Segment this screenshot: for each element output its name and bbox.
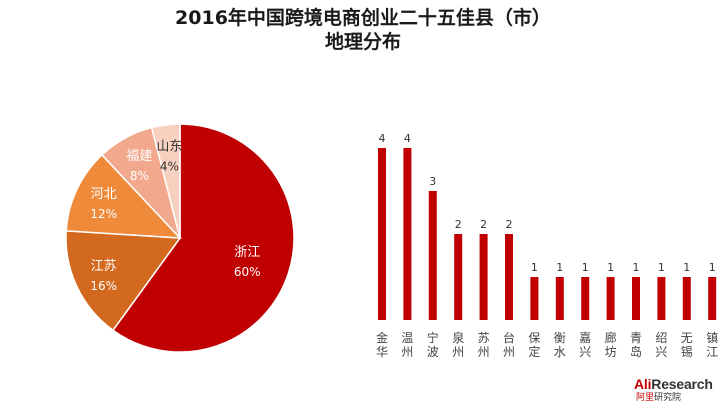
bar-4 xyxy=(479,234,488,320)
logo-wordmark: AliResearch xyxy=(634,376,724,392)
chart-title-line1: 2016年中国跨境电商创业二十五佳县（市） xyxy=(175,7,551,29)
logo-subtitle: 阿里研究院 xyxy=(634,392,724,404)
bar-0 xyxy=(378,148,386,320)
pie-slice-0 xyxy=(111,123,295,353)
aliresearch-logo: AliResearch 阿里研究院 xyxy=(634,376,724,406)
logo-sub-dark: 研究院 xyxy=(654,393,682,403)
bar-9 xyxy=(606,277,615,320)
bar-value-3: 2 xyxy=(455,218,462,231)
bar-category-label-13: 镇江 xyxy=(706,331,718,359)
bar-value-2: 3 xyxy=(429,175,436,188)
bar-value-7: 1 xyxy=(556,261,563,274)
pie-label-name-2: 河北 xyxy=(91,187,117,202)
bar-5 xyxy=(505,234,513,320)
bar-category-label-7: 衡水 xyxy=(554,331,566,359)
bar-category-label-6: 保定 xyxy=(528,331,540,359)
pie-label-pct-3: 8% xyxy=(130,169,149,183)
bar-category-label-8: 嘉兴 xyxy=(579,331,591,359)
pie-label-name-1: 江苏 xyxy=(91,258,117,274)
pie-label-pct-1: 16% xyxy=(90,279,117,293)
chart-title-line2: 地理分布 xyxy=(324,31,401,53)
bar-category-label-5: 台州 xyxy=(503,330,515,359)
bar-category-label-12: 无锡 xyxy=(681,331,693,359)
bar-value-6: 1 xyxy=(531,261,538,274)
bar-category-label-3: 泉州 xyxy=(452,331,464,359)
bar-12 xyxy=(682,277,691,320)
bar-value-8: 1 xyxy=(582,261,589,274)
bar-value-12: 1 xyxy=(683,261,690,274)
bar-category-label-10: 青岛 xyxy=(630,331,642,359)
logo-sub-red: 阿里 xyxy=(636,393,655,403)
chart-title: 2016年中国跨境电商创业二十五佳县（市） 地理分布 xyxy=(0,6,726,54)
pie-label-name-0: 浙江 xyxy=(234,245,260,260)
logo-ali: Ali xyxy=(634,376,652,392)
bar-6 xyxy=(530,277,539,320)
bar-category-label-4: 苏州 xyxy=(478,331,490,359)
bar-2 xyxy=(428,191,437,320)
pie-label-name-4: 山东 xyxy=(156,139,182,154)
bar-category-label-9: 廊坊 xyxy=(605,330,617,359)
bar-value-11: 1 xyxy=(658,261,665,274)
bar-value-1: 4 xyxy=(404,132,411,145)
bar-7 xyxy=(555,277,564,320)
bar-10 xyxy=(632,277,640,320)
bar-3 xyxy=(454,234,463,320)
bar-value-10: 1 xyxy=(633,261,640,274)
bar-value-13: 1 xyxy=(709,261,716,274)
bar-category-label-1: 温州 xyxy=(401,331,413,359)
pie-slice-4 xyxy=(150,123,181,239)
bar-value-5: 2 xyxy=(506,218,513,231)
bar-value-0: 4 xyxy=(379,132,386,145)
bar-category-label-2: 宁波 xyxy=(427,330,439,359)
bar-value-4: 2 xyxy=(480,218,487,231)
bar-11 xyxy=(657,277,666,320)
bar-value-9: 1 xyxy=(607,261,614,274)
pie-label-pct-2: 12% xyxy=(90,207,117,221)
pie-label-pct-4: 4% xyxy=(160,159,179,173)
bar-1 xyxy=(403,148,412,320)
bar-8 xyxy=(581,277,590,320)
pie-label-name-3: 福建 xyxy=(126,149,152,164)
pie-slice-1 xyxy=(65,230,182,332)
bar-category-label-11: 绍兴 xyxy=(655,331,667,359)
logo-research: Research xyxy=(651,376,713,392)
bar-13 xyxy=(708,277,717,320)
bar-category-label-0: 金华 xyxy=(376,330,388,359)
pie-label-pct-0: 60% xyxy=(234,265,261,279)
pie-slice-2 xyxy=(65,153,182,239)
